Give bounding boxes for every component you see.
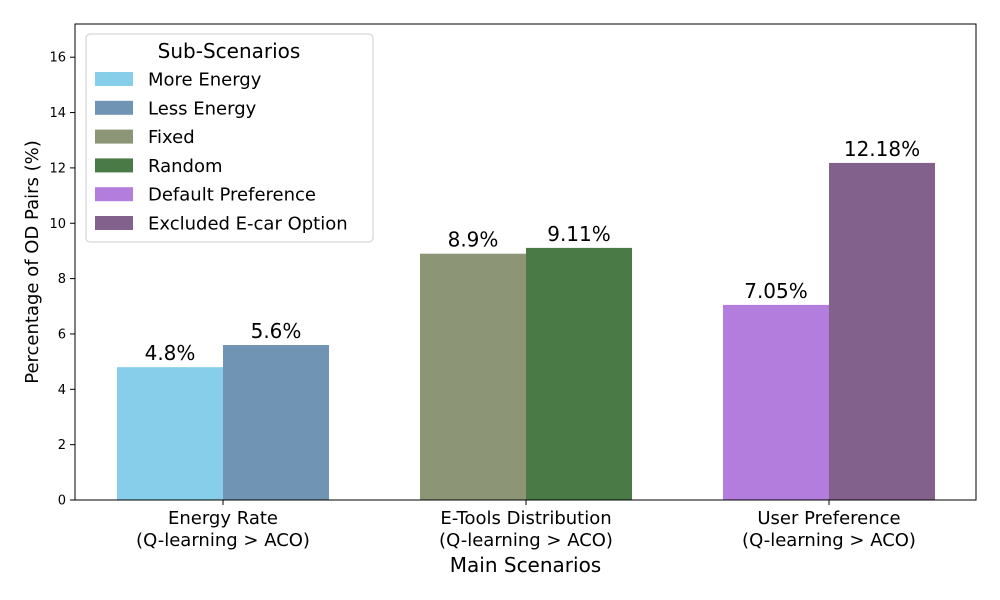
legend-swatch	[95, 187, 133, 202]
bar-random	[526, 247, 632, 500]
y-tick-label: 6	[58, 327, 66, 342]
legend-items: More Energy Less Energy Fixed Random Default…	[95, 70, 348, 235]
x-tick-label-line2: (Q-learning > ACO)	[136, 530, 310, 551]
bars-layer	[117, 162, 935, 500]
bar-value-label: 12.18%	[844, 137, 920, 161]
y-tick-label: 0	[58, 494, 66, 509]
legend-box	[85, 33, 374, 243]
bar-less-energy	[223, 345, 329, 500]
y-tick-label: 14	[49, 106, 66, 121]
legend-title: Sub-Scenarios	[158, 39, 301, 63]
bar-value-label: 4.8%	[145, 341, 196, 365]
legend-label: Default Preference	[148, 185, 316, 206]
x-tick-label-line1: User Preference	[757, 508, 900, 529]
x-axis-title: Main Scenarios	[450, 553, 601, 577]
bar-value-label: 9.11%	[547, 222, 611, 246]
bar-value-label: 5.6%	[251, 319, 302, 343]
legend: Sub-Scenarios More Energy Less Energy Fixe…	[85, 33, 374, 243]
x-tick-label-line2: (Q-learning > ACO)	[439, 530, 613, 551]
x-tick-label-line2: (Q-learning > ACO)	[742, 530, 916, 551]
bar-default-preference	[723, 304, 829, 500]
x-axis: Energy Rate(Q-learning > ACO)E-Tools Dis…	[136, 500, 916, 551]
bar-value-label: 7.05%	[744, 279, 808, 303]
y-tick-label: 8	[58, 272, 66, 287]
y-axis: 0 2 4 6 8 10 12 14 16	[49, 51, 75, 509]
bar-value-label: 8.9%	[448, 228, 499, 252]
legend-swatch	[95, 100, 133, 115]
y-tick-label: 4	[58, 383, 66, 398]
value-labels-layer: 4.8% 5.6% 8.9% 9.11% 7.05% 12.18%	[145, 137, 921, 365]
x-tick-label-line1: E-Tools Distribution	[440, 508, 611, 529]
legend-label: Fixed	[148, 127, 195, 148]
legend-swatch	[95, 72, 133, 86]
bar-more-energy	[117, 367, 223, 500]
y-tick-label: 16	[49, 51, 66, 66]
y-tick-label: 10	[49, 217, 66, 232]
plot-frame	[74, 23, 977, 501]
legend-swatch	[95, 216, 133, 230]
bar-fixed	[420, 253, 526, 500]
y-axis-title: Percentage of OD Pairs (%)	[22, 140, 43, 384]
legend-label: Excluded E-car Option	[148, 214, 348, 235]
legend-label: Random	[148, 156, 223, 177]
legend-swatch	[95, 129, 133, 144]
legend-swatch	[95, 158, 133, 173]
bar-excluded-e-car-option	[829, 162, 935, 500]
legend-label: Less Energy	[148, 98, 257, 119]
y-tick-label: 12	[49, 161, 66, 176]
legend-label: More Energy	[148, 70, 262, 91]
x-tick-label-line1: Energy Rate	[168, 508, 278, 529]
y-tick-label: 2	[58, 438, 66, 453]
